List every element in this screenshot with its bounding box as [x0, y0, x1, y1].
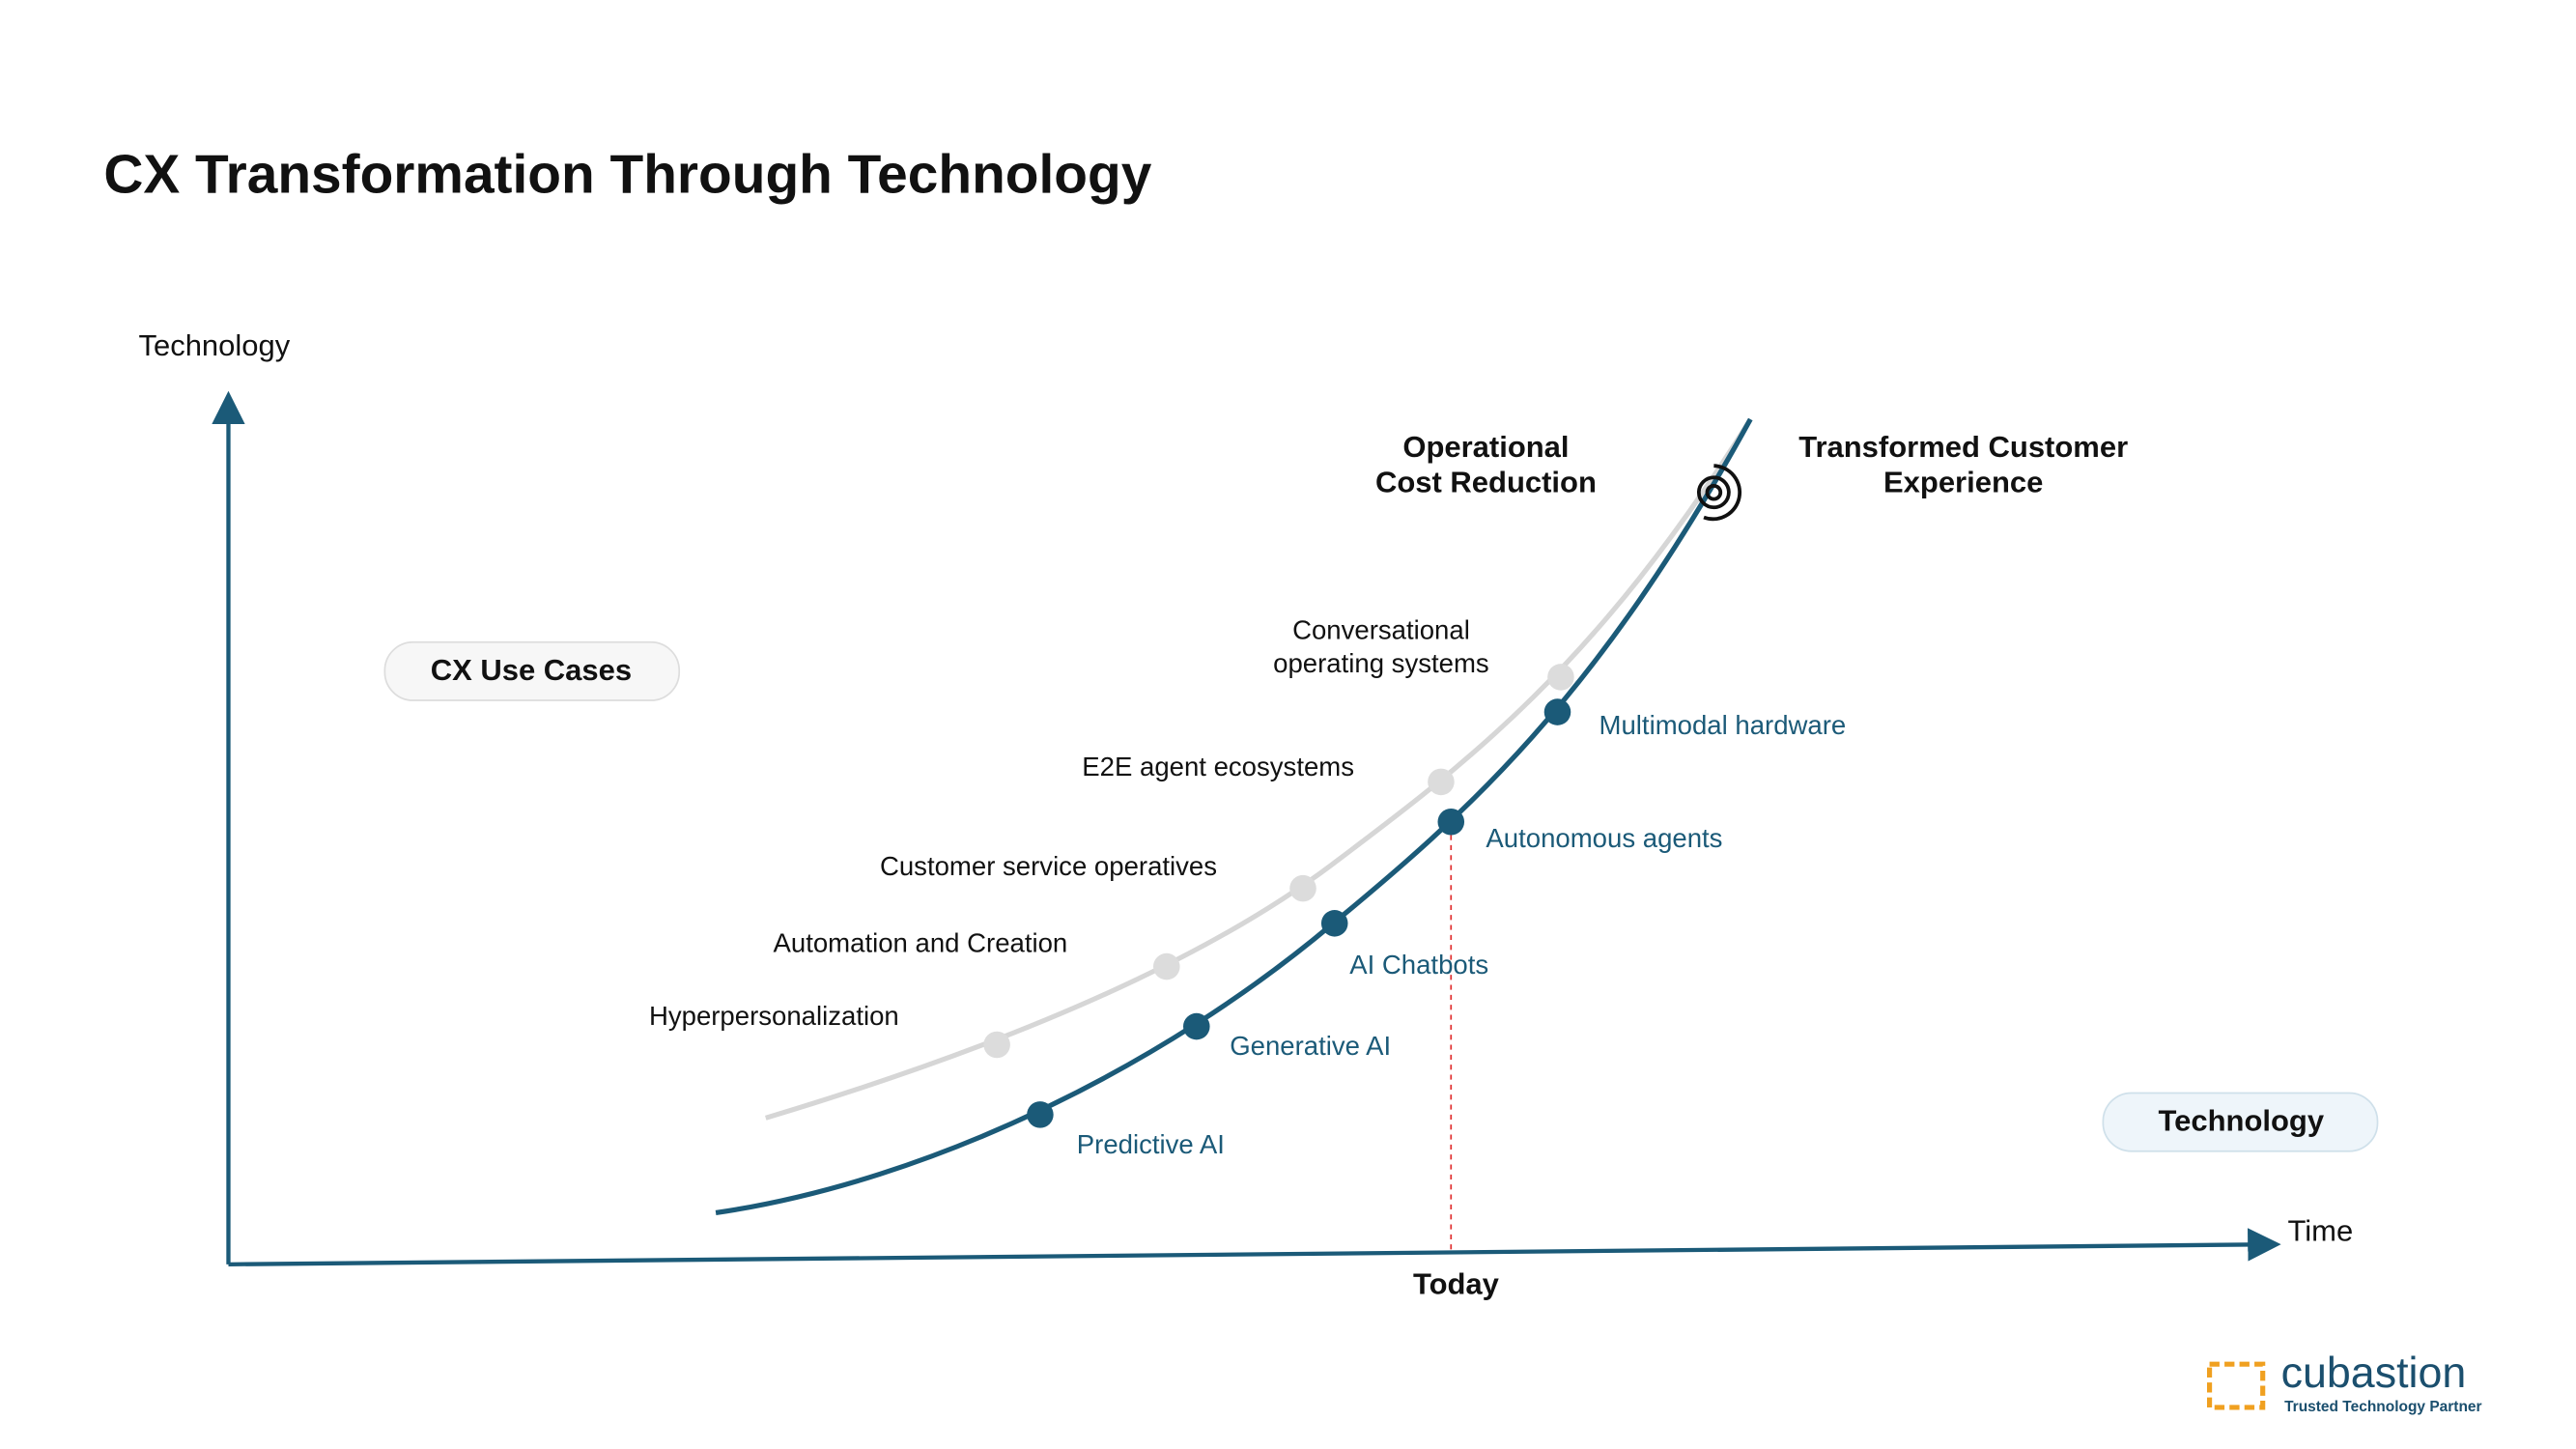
use-case-label: E2E agent ecosystems [1082, 752, 1354, 781]
use-case-label: Hyperpersonalization [649, 1001, 899, 1031]
outcome-label: Transformed Customer [1798, 430, 2128, 464]
logo-icon [2206, 1361, 2266, 1410]
technology-dot [1320, 910, 1348, 937]
use-cases-pill-label: CX Use Cases [431, 653, 632, 687]
x-axis-label: Time [2288, 1213, 2354, 1247]
milestones: Hyperpersonalization Automation and Creat… [649, 615, 1846, 1159]
y-axis-label: Technology [138, 328, 290, 362]
technology-label: Generative AI [1230, 1031, 1391, 1061]
title: CX Transformation Through Technology [103, 144, 1151, 205]
logo-name: cubastion [2281, 1349, 2467, 1397]
technology-curve [715, 417, 1753, 1216]
technology-pill [2102, 1092, 2379, 1152]
technology-label: Autonomous agents [1486, 823, 1722, 853]
use-case-label: Automation and Creation [774, 927, 1068, 957]
technology-dot [1437, 808, 1465, 836]
technology-pill-label: Technology [2159, 1104, 2325, 1138]
technology-dot [1183, 1012, 1210, 1040]
technology-label: Multimodal hardware [1599, 710, 1847, 740]
use-case-dot [1428, 768, 1455, 796]
use-case-dot [1289, 874, 1316, 902]
outcome-label: Cost Reduction [1375, 465, 1597, 498]
use-cases-pill [383, 640, 681, 701]
use-case-label: Customer service operatives [880, 851, 1217, 881]
technology-dot [1027, 1101, 1054, 1128]
technology-dot [1543, 698, 1571, 725]
technology-label: AI Chatbots [1349, 950, 1488, 980]
outcome-label: Experience [1883, 465, 2043, 498]
use-case-dot [1153, 952, 1180, 980]
outcome-label: Operational [1402, 430, 1569, 464]
use-case-label: operating systems [1273, 648, 1489, 678]
x-axis [228, 1228, 2281, 1266]
technology-label: Predictive AI [1077, 1129, 1225, 1159]
use-case-dot [1547, 664, 1574, 691]
logo: cubastion Trusted Technology Partner [2206, 1349, 2482, 1415]
spiral-icon [1696, 464, 1742, 522]
use-case-dot [983, 1031, 1010, 1059]
use-case-curve [764, 417, 1753, 1121]
logo-tagline: Trusted Technology Partner [2284, 1399, 2482, 1415]
today-label: Today [1413, 1266, 1500, 1300]
use-case-label: Conversational [1292, 615, 1470, 645]
